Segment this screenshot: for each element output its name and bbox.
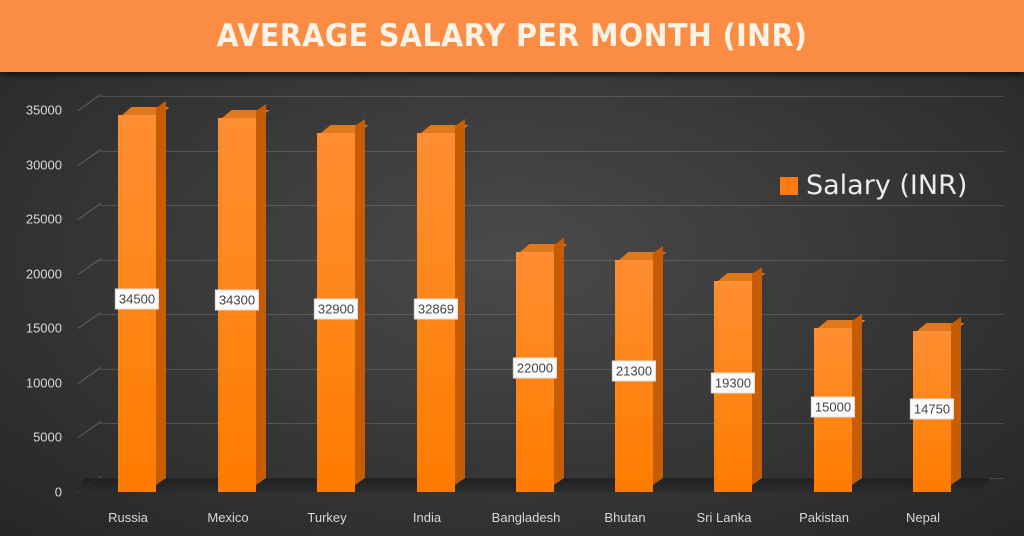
data-label: 32869: [413, 298, 459, 320]
y-tick-label: 10000: [25, 375, 62, 391]
legend: Salary (INR): [780, 170, 967, 201]
y-tick-label: 35000: [25, 102, 62, 118]
data-label: 34300: [214, 289, 260, 311]
x-tick-label: India: [412, 510, 442, 525]
x-tick-label: Turkey: [307, 510, 347, 525]
legend-label: Salary (INR): [806, 170, 968, 201]
data-label: 32900: [313, 298, 359, 320]
y-tick-label: 30000: [25, 157, 62, 173]
data-label: 19300: [710, 372, 756, 394]
y-tick-label: 0: [54, 484, 62, 500]
x-tick-label: Bhutan: [604, 510, 646, 525]
data-label: 21300: [611, 360, 657, 382]
gridline: [100, 205, 1004, 207]
chart-title: AVERAGE SALARY PER MONTH (INR): [216, 18, 808, 54]
x-tick-label: Nepal: [906, 510, 940, 525]
x-tick-label: Pakistan: [799, 510, 849, 525]
legend-swatch-icon: [780, 176, 798, 195]
data-label: 34500: [114, 288, 160, 310]
y-tick-label: 25000: [25, 211, 62, 227]
y-tick-label: 20000: [25, 266, 62, 282]
y-tick-label: 5000: [33, 429, 62, 445]
chart-title-banner: AVERAGE SALARY PER MONTH (INR): [0, 0, 1024, 72]
x-tick-label: Russia: [108, 510, 148, 525]
gridline: [100, 96, 1004, 97]
x-tick-label: Bangladesh: [491, 510, 561, 525]
gridline: [100, 150, 1004, 152]
data-label: 22000: [512, 357, 558, 379]
x-tick-label: Sri Lanka: [696, 510, 752, 525]
y-tick-label: 15000: [25, 320, 62, 336]
data-label: 14750: [909, 398, 955, 420]
x-tick-label: Mexico: [207, 510, 249, 525]
data-label: 15000: [810, 396, 856, 418]
